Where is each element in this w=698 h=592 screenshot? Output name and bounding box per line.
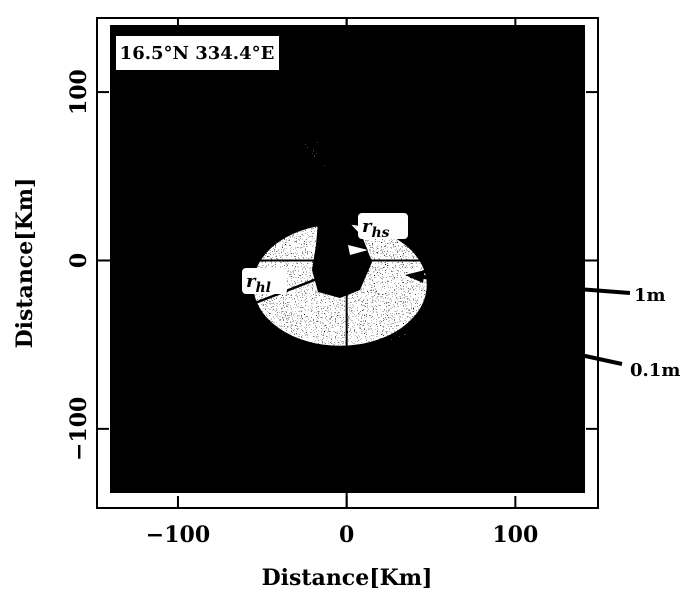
y-tick-label: 100 (66, 69, 92, 115)
arrow-01m (419, 318, 623, 366)
y-tick-label: 0 (66, 253, 92, 268)
x-tick-label: 0 (339, 522, 354, 548)
x-tick-label: 100 (492, 522, 538, 548)
arrowhead-1m (405, 270, 425, 283)
rhl-label: rhl (246, 271, 271, 296)
y-tick-label: −100 (66, 397, 92, 461)
rhl-line (249, 268, 341, 307)
label-01m: 0.1m (630, 360, 680, 381)
hs-pointer (348, 245, 368, 255)
arrowhead-01m (412, 314, 432, 329)
rhs-box (358, 213, 408, 239)
rhl-symbol: r (246, 271, 257, 292)
x-tick-label: −100 (146, 522, 210, 548)
arrow-1m (409, 274, 631, 295)
dark-center (312, 218, 372, 298)
rhs-subscript: hs (371, 225, 389, 241)
rhl-box (242, 268, 287, 294)
rhs-label: rhs (362, 216, 390, 241)
rhs-symbol: r (362, 216, 373, 237)
location-box (114, 34, 281, 72)
rhl-subscript: hl (255, 280, 271, 296)
x-axis-label: Distance[Km] (262, 565, 433, 591)
location-label: 16.5°N 334.4°E (120, 43, 275, 64)
y-axis-label: Distance[Km] (12, 178, 38, 349)
label-1m: 1m (634, 285, 666, 306)
